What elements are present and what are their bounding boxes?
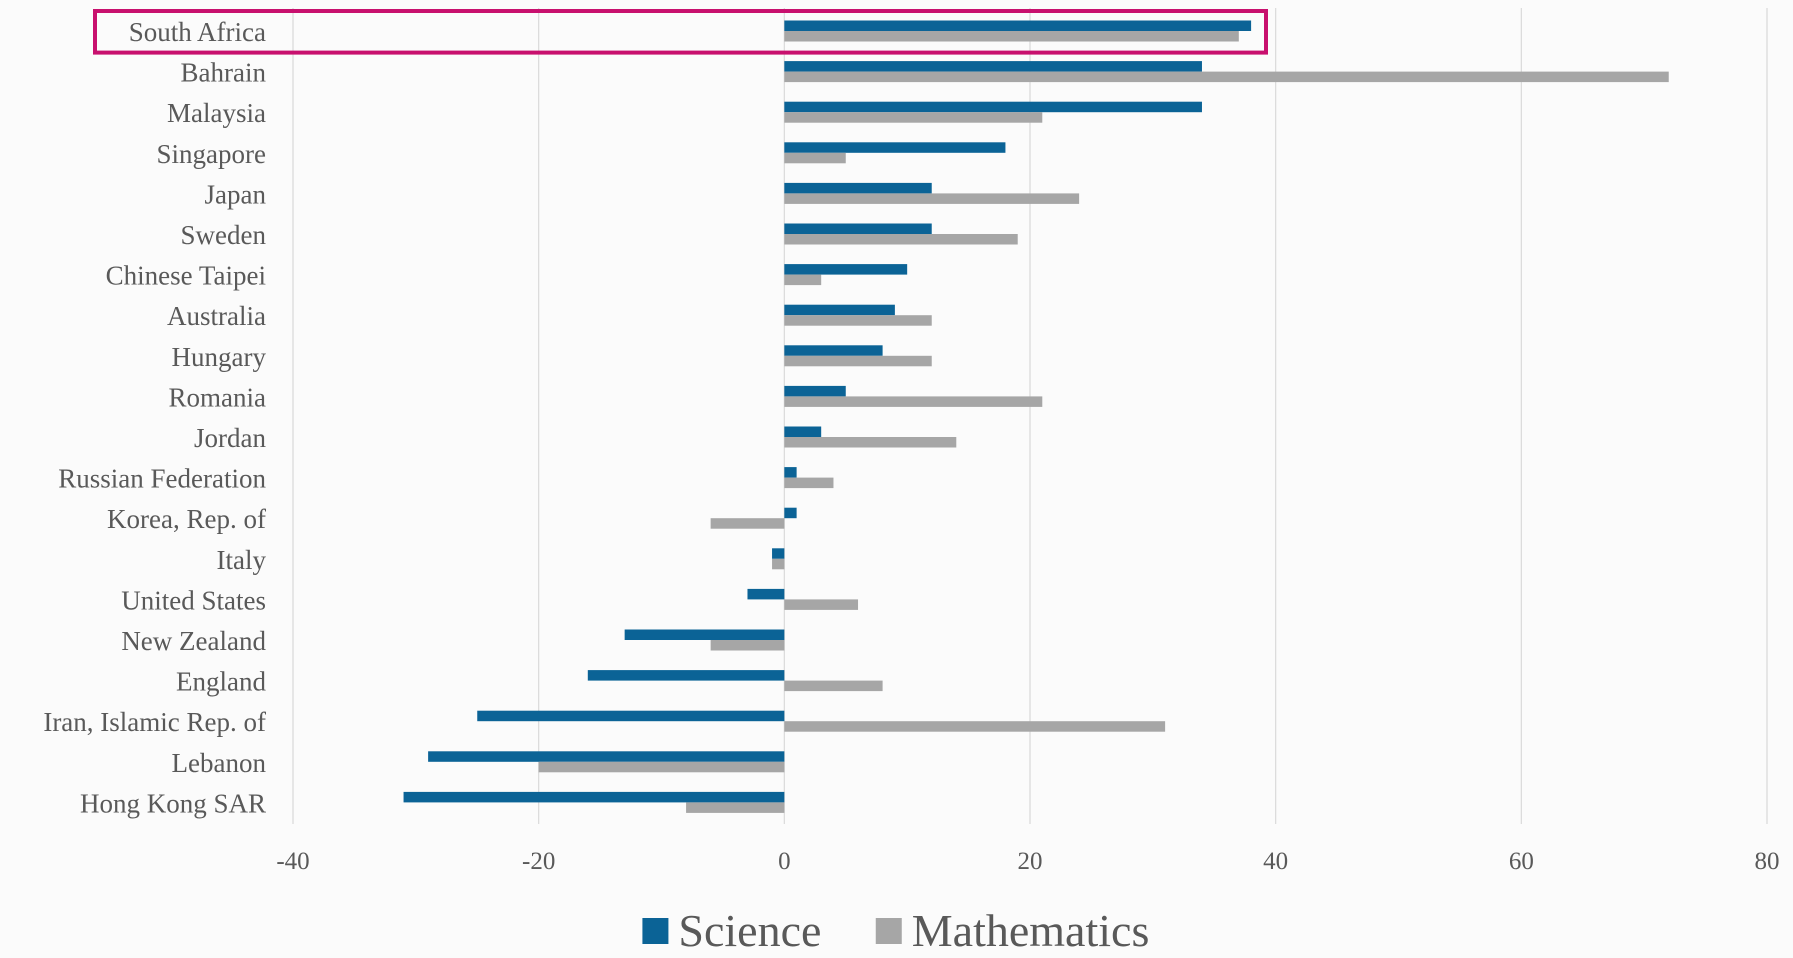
category-label-new-zealand: New Zealand bbox=[121, 626, 266, 656]
bar-mathematics-jordan bbox=[784, 437, 957, 448]
category-label-korea-rep-of: Korea, Rep. of bbox=[107, 504, 266, 534]
bar-science-korea-rep-of bbox=[784, 507, 797, 519]
bar-science-japan bbox=[784, 182, 932, 194]
x-tick-label: 40 bbox=[1263, 848, 1288, 875]
legend-label-mathematics: Mathematics bbox=[912, 905, 1150, 953]
bar-science-england bbox=[587, 670, 785, 681]
bar-mathematics-hong-kong-sar bbox=[686, 802, 785, 813]
category-labels: South Africa Bahrain Malaysia Singapore Japa… bbox=[43, 17, 266, 818]
bar-mathematics-united-states bbox=[784, 599, 859, 610]
category-label-sweden: Sweden bbox=[181, 220, 267, 250]
category-label-jordan: Jordan bbox=[194, 423, 266, 453]
category-label-hungary: Hungary bbox=[172, 342, 267, 372]
bar-mathematics-new-zealand bbox=[710, 640, 785, 651]
bar-mathematics-lebanon bbox=[538, 761, 785, 773]
category-label-hong-kong-sar: Hong Kong SAR bbox=[80, 788, 266, 818]
bar-mathematics-hungary bbox=[784, 355, 932, 367]
bar-science-south-africa bbox=[784, 20, 1252, 31]
legend-swatch-science bbox=[642, 918, 669, 944]
category-label-england: England bbox=[176, 667, 266, 697]
bar-science-australia bbox=[784, 304, 895, 316]
bar-mathematics-korea-rep-of bbox=[710, 518, 785, 529]
bar-mathematics-romania bbox=[784, 396, 1043, 407]
category-label-south-africa: South Africa bbox=[129, 17, 266, 47]
bar-mathematics-malaysia bbox=[784, 112, 1043, 123]
bar-mathematics-italy bbox=[772, 558, 785, 570]
bar-mathematics-singapore bbox=[784, 152, 846, 164]
bar-science-jordan bbox=[784, 426, 822, 437]
bar-science-hong-kong-sar bbox=[403, 791, 785, 803]
x-axis-tick-labels: -40 -20 0 20 40 60 80 bbox=[276, 848, 1779, 875]
bar-science-malaysia bbox=[784, 101, 1202, 113]
highlight-box bbox=[93, 9, 1268, 55]
bar-science-bahrain bbox=[784, 61, 1202, 72]
bar-science-italy bbox=[772, 548, 785, 559]
legend-label-science: Science bbox=[678, 905, 821, 953]
category-label-singapore: Singapore bbox=[157, 139, 266, 169]
highlight-rectangle bbox=[93, 9, 1268, 55]
x-tick-label: -20 bbox=[522, 848, 555, 875]
bar-science-chinese-taipei bbox=[784, 264, 908, 275]
bar-mathematics-sweden bbox=[784, 234, 1018, 245]
bars bbox=[403, 20, 1669, 813]
bar-science-russian-federation bbox=[784, 467, 797, 478]
bar-science-new-zealand bbox=[624, 629, 785, 640]
x-tick-label: 20 bbox=[1018, 848, 1043, 875]
category-label-bahrain: Bahrain bbox=[181, 58, 267, 88]
bar-mathematics-bahrain bbox=[784, 71, 1669, 83]
x-tick-label: -40 bbox=[276, 848, 309, 875]
bar-mathematics-chinese-taipei bbox=[784, 274, 822, 286]
bar-science-iran-islamic-rep-of bbox=[477, 710, 785, 722]
category-label-malaysia: Malaysia bbox=[167, 98, 266, 128]
category-label-australia: Australia bbox=[167, 301, 266, 331]
x-tick-label: 80 bbox=[1755, 848, 1780, 875]
legend: Science Mathematics bbox=[642, 905, 1150, 956]
category-label-chinese-taipei: Chinese Taipei bbox=[106, 261, 266, 291]
bar-science-lebanon bbox=[428, 751, 785, 762]
bar-mathematics-england bbox=[784, 680, 883, 692]
category-label-lebanon: Lebanon bbox=[172, 748, 267, 778]
category-label-romania: Romania bbox=[169, 382, 266, 412]
bar-mathematics-japan bbox=[784, 193, 1080, 204]
category-label-italy: Italy bbox=[217, 545, 267, 575]
bar-science-hungary bbox=[784, 345, 883, 356]
x-tick-label: 0 bbox=[778, 848, 791, 875]
bar-mathematics-south-africa bbox=[784, 31, 1239, 42]
category-label-united-states: United States bbox=[121, 585, 266, 615]
bar-mathematics-russian-federation bbox=[784, 477, 834, 489]
legend-swatch-mathematics bbox=[875, 918, 902, 944]
bar-science-united-states bbox=[747, 588, 785, 600]
category-label-russian-federation: Russian Federation bbox=[58, 464, 266, 494]
bar-mathematics-australia bbox=[784, 315, 932, 326]
bar-science-singapore bbox=[784, 142, 1006, 153]
bar-mathematics-iran-islamic-rep-of bbox=[784, 721, 1166, 732]
x-tick-label: 60 bbox=[1509, 848, 1534, 875]
bar-science-romania bbox=[784, 385, 846, 397]
category-label-iran-islamic-rep-of: Iran, Islamic Rep. of bbox=[43, 707, 266, 737]
bar-science-sweden bbox=[784, 223, 932, 234]
category-label-japan: Japan bbox=[205, 179, 267, 209]
